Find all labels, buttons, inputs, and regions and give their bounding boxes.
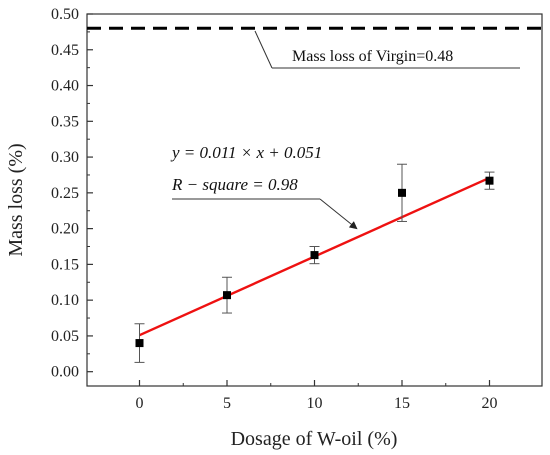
data-point — [310, 251, 319, 260]
virgin-annotation-text: Mass loss of Virgin=0.48 — [292, 48, 453, 65]
fit-equation-text: y = 0.011 × x + 0.051 — [170, 143, 322, 162]
y-tick-label: 0.25 — [51, 185, 79, 202]
y-tick-label: 0.50 — [51, 6, 79, 23]
y-axis-title: Mass loss (%) — [5, 143, 27, 256]
x-tick-label: 0 — [136, 395, 144, 412]
y-tick-label: 0.40 — [51, 78, 79, 95]
y-tick-label: 0.15 — [51, 256, 79, 273]
data-point — [485, 176, 494, 185]
data-point — [223, 291, 231, 300]
virgin-annotation-leader — [254, 30, 273, 69]
data-points — [135, 176, 494, 348]
y-tick-label: 0.00 — [51, 364, 79, 381]
y-tick-label: 0.20 — [51, 221, 79, 238]
y-axis-ticks: 0.00 0.05 0.10 0.15 0.20 0.25 0.30 0.35 0.40 0.45… — [51, 6, 93, 381]
r-square-text: R − square = 0.98 — [171, 175, 298, 194]
x-tick-label: 15 — [394, 395, 410, 412]
x-tick-label: 20 — [482, 395, 498, 412]
plot-frame — [86, 13, 543, 387]
data-point — [398, 188, 406, 197]
y-tick-label: 0.10 — [51, 292, 79, 309]
y-tick-label: 0.35 — [51, 113, 79, 130]
x-axis-title: Dosage of W-oil (%) — [231, 428, 398, 450]
x-tick-label: 5 — [223, 395, 231, 412]
y-tick-label: 0.30 — [51, 149, 79, 166]
y-tick-label: 0.45 — [51, 42, 79, 59]
x-tick-label: 10 — [307, 395, 323, 412]
equation-annotation-arrow — [319, 198, 358, 230]
x-axis-ticks: 0 5 10 15 20 — [136, 380, 498, 412]
data-point — [135, 339, 144, 348]
y-tick-label: 0.05 — [51, 328, 79, 345]
